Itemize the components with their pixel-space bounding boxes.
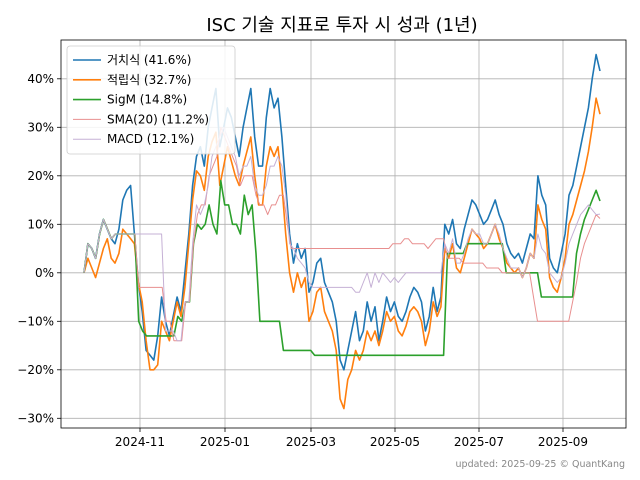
y-tick-label: −10% [17,314,54,328]
y-tick-label: 0% [35,266,54,280]
plot-frame [60,39,627,429]
legend-entry: 적립식 (32.7%) [107,73,191,87]
x-tick-label: 2024-11 [115,435,165,449]
legend: 거치식 (41.6%) 적립식 (32.7%) SigM (14.8%) SMA(20… [66,45,236,155]
legend-entry: SigM (14.8%) [107,93,187,107]
y-tick-label: 20% [27,169,54,183]
x-tick-label: 2025-05 [370,435,420,449]
y-tick-label: 40% [27,72,54,86]
legend-entry: MACD (12.1%) [107,132,194,146]
y-tick-label: 30% [27,120,54,134]
x-tick-label: 2025-01 [200,435,250,449]
y-tick-label: −20% [17,363,54,377]
legend-entry: SMA(20) (11.2%) [107,112,209,126]
x-tick-label: 2025-09 [538,435,588,449]
series-line-5 [83,126,601,342]
footer-note: updated: 2025-09-25 © QuantKang [456,459,625,470]
series-lines [83,53,601,410]
series-line-4 [83,126,601,342]
chart-title: ISC 기술 지표로 투자 시 성과 (1년) [206,15,477,36]
axes: 40% 30% 20% 10% 0% −10% −20% −30% 2024-11 2025-01… [17,72,588,449]
y-tick-label: 10% [27,217,54,231]
legend-entry: 거치식 (41.6%) [107,53,191,67]
legend-box [66,45,236,155]
y-tick-label: −30% [17,411,54,425]
x-tick-label: 2025-03 [286,435,336,449]
x-tick-label: 2025-07 [454,435,504,449]
series-line-1 [83,53,601,371]
